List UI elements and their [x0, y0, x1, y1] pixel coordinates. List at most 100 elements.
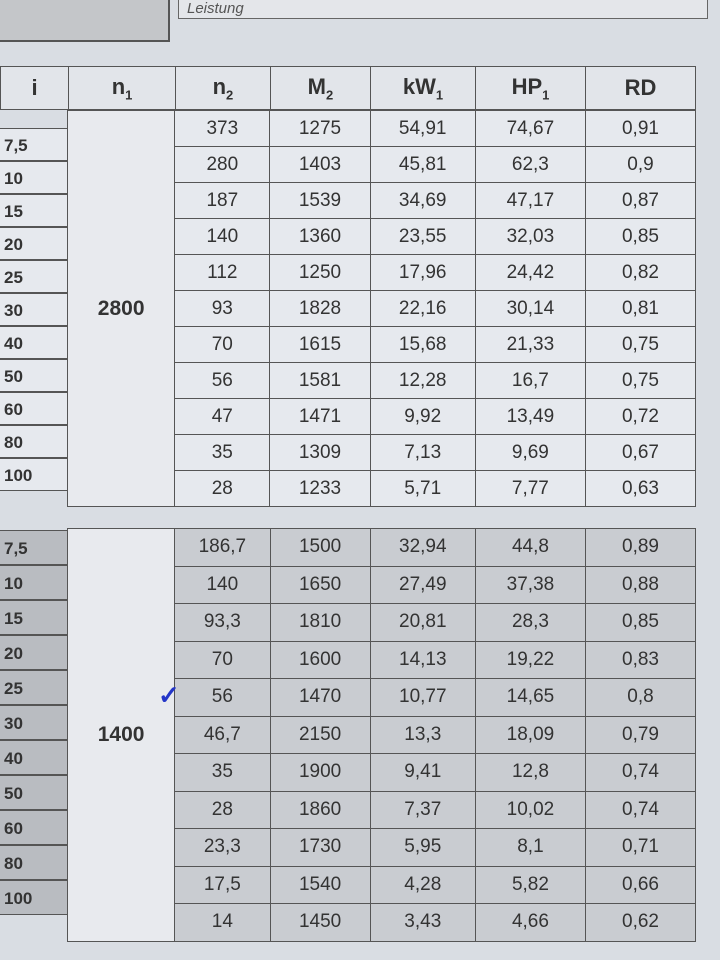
table-row: 56 1470 10,77 14,65 0,8: [0, 678, 697, 717]
cell-kw1: 10,77: [369, 678, 476, 717]
cell-rd: 0,85: [584, 603, 697, 642]
table-row: 187 1539 34,69 47,17 0,87: [0, 182, 697, 219]
cell-kw1: 9,92: [369, 398, 476, 435]
table-row: 46,7 2150 13,3 18,09 0,79: [0, 715, 697, 754]
cell-m2: 1615: [269, 326, 371, 363]
table-2800: 2800 373 1275 54,91 74,67 0,91 280 1403 45,81 62,…: [0, 110, 697, 507]
cell-hp1: 5,82: [474, 865, 586, 904]
i-value: 40: [0, 740, 68, 775]
header-n2: n2: [174, 66, 271, 110]
i-value: 40: [0, 326, 68, 359]
i-column-2800: 7,5 10 15 20 25 30 40 50 60 80 100: [0, 128, 68, 491]
cell-hp1: 12,8: [474, 753, 586, 792]
i-value: 80: [0, 845, 68, 880]
i-value: 80: [0, 425, 68, 458]
cell-n2: 56: [174, 362, 271, 399]
cell-rd: 0,81: [584, 290, 697, 327]
cell-rd: 0,9: [584, 146, 697, 183]
i-value: 10: [0, 161, 68, 194]
cell-m2: 2150: [269, 715, 371, 754]
table-row: 47 1471 9,92 13,49 0,72: [0, 398, 697, 435]
cell-rd: 0,66: [584, 865, 697, 904]
cell-hp1: 13,49: [474, 398, 586, 435]
i-value: 50: [0, 775, 68, 810]
cell-rd: 0,74: [584, 753, 697, 792]
cell-hp1: 30,14: [474, 290, 586, 327]
table-row: 280 1403 45,81 62,3 0,9: [0, 146, 697, 183]
cell-hp1: 32,03: [474, 218, 586, 255]
cell-m2: 1650: [269, 565, 371, 604]
cell-m2: 1309: [269, 434, 371, 471]
cell-n2: 373: [174, 110, 271, 147]
cell-kw1: 9,41: [369, 753, 476, 792]
table-row: 28 1233 5,71 7,77 0,63: [0, 470, 697, 507]
header-rd: RD: [585, 66, 696, 110]
cell-hp1: 19,22: [474, 640, 586, 679]
table-row: 70 1615 15,68 21,33 0,75: [0, 326, 697, 363]
i-value: 15: [0, 194, 68, 227]
cell-n2: 93: [174, 290, 271, 327]
cell-n2: 280: [174, 146, 271, 183]
i-value: 15: [0, 600, 68, 635]
table-row: 35 1900 9,41 12,8 0,74: [0, 753, 697, 792]
cell-rd: 0,89: [584, 528, 697, 567]
cell-m2: 1539: [269, 182, 371, 219]
cell-kw1: 5,71: [369, 470, 476, 507]
i-value: 30: [0, 293, 68, 326]
table-row: 112 1250 17,96 24,42 0,82: [0, 254, 697, 291]
cell-hp1: 9,69: [474, 434, 586, 471]
cell-m2: 1403: [269, 146, 371, 183]
cell-hp1: 21,33: [474, 326, 586, 363]
cell-rd: 0,62: [584, 903, 697, 942]
cell-kw1: 4,28: [369, 865, 476, 904]
cell-m2: 1730: [269, 828, 371, 867]
cell-kw1: 12,28: [369, 362, 476, 399]
cell-n2: 47: [174, 398, 271, 435]
cell-m2: 1828: [269, 290, 371, 327]
table-row: 70 1600 14,13 19,22 0,83: [0, 640, 697, 679]
cell-hp1: 62,3: [474, 146, 586, 183]
cell-rd: 0,85: [584, 218, 697, 255]
cell-rd: 0,72: [584, 398, 697, 435]
cell-rd: 0,88: [584, 565, 697, 604]
cell-hp1: 47,17: [474, 182, 586, 219]
cell-kw1: 5,95: [369, 828, 476, 867]
i-value: 25: [0, 670, 68, 705]
cell-m2: 1581: [269, 362, 371, 399]
cell-hp1: 10,02: [474, 790, 586, 829]
header-n1: n1: [68, 66, 176, 110]
cell-hp1: 44,8: [474, 528, 586, 567]
i-value: 50: [0, 359, 68, 392]
cell-m2: 1471: [269, 398, 371, 435]
cell-hp1: 16,7: [474, 362, 586, 399]
table-row: 17,5 1540 4,28 5,82 0,66: [0, 865, 697, 904]
table-row: 2800 373 1275 54,91 74,67 0,91: [0, 110, 697, 507]
corner-block: [0, 0, 170, 42]
cell-rd: 0,74: [584, 790, 697, 829]
cell-hp1: 37,38: [474, 565, 586, 604]
cell-hp1: 7,77: [474, 470, 586, 507]
cell-n2: 23,3: [174, 828, 271, 867]
cell-hp1: 4,66: [474, 903, 586, 942]
cell-m2: 1810: [269, 603, 371, 642]
cell-hp1: 74,67: [474, 110, 586, 147]
cell-m2: 1860: [269, 790, 371, 829]
cell-n2: 70: [174, 640, 271, 679]
cell-rd: 0,75: [584, 326, 697, 363]
cell-kw1: 14,13: [369, 640, 476, 679]
cell-rd: 0,71: [584, 828, 697, 867]
cell-n2: 28: [174, 790, 271, 829]
cell-kw1: 7,13: [369, 434, 476, 471]
i-value: 7,5: [0, 128, 68, 161]
cell-hp1: 8,1: [474, 828, 586, 867]
cell-hp1: 24,42: [474, 254, 586, 291]
cell-rd: 0,63: [584, 470, 697, 507]
table-row: 14 1450 3,43 4,66 0,62: [0, 903, 697, 942]
cell-m2: 1360: [269, 218, 371, 255]
n1-value: 1400: [67, 528, 176, 942]
cell-n2: 14: [174, 903, 271, 942]
table-row: 28 1860 7,37 10,02 0,74: [0, 790, 697, 829]
cell-kw1: 7,37: [369, 790, 476, 829]
cell-rd: 0,75: [584, 362, 697, 399]
table-row: 1400 186,7 1500 32,94 44,8 0,89: [0, 528, 697, 942]
